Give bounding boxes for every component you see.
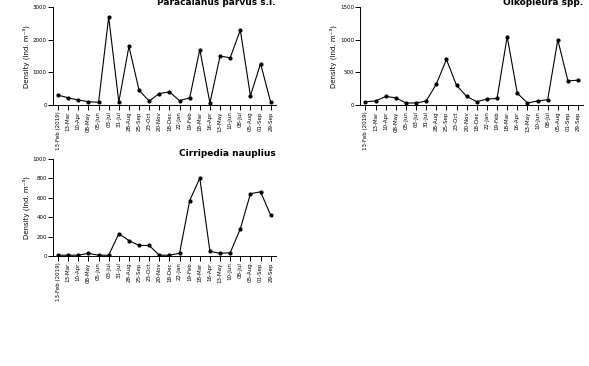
Y-axis label: Density (Ind. m⁻³): Density (Ind. m⁻³) <box>22 176 30 239</box>
Y-axis label: Density (Ind. m⁻³): Density (Ind. m⁻³) <box>22 25 30 87</box>
Text: Paracalanus parvus s.l.: Paracalanus parvus s.l. <box>157 0 276 7</box>
Y-axis label: Density (Ind. m⁻³): Density (Ind. m⁻³) <box>330 25 337 87</box>
Text: Oikopleura spp.: Oikopleura spp. <box>503 0 583 7</box>
Text: Cirripedia nauplius: Cirripedia nauplius <box>179 149 276 158</box>
